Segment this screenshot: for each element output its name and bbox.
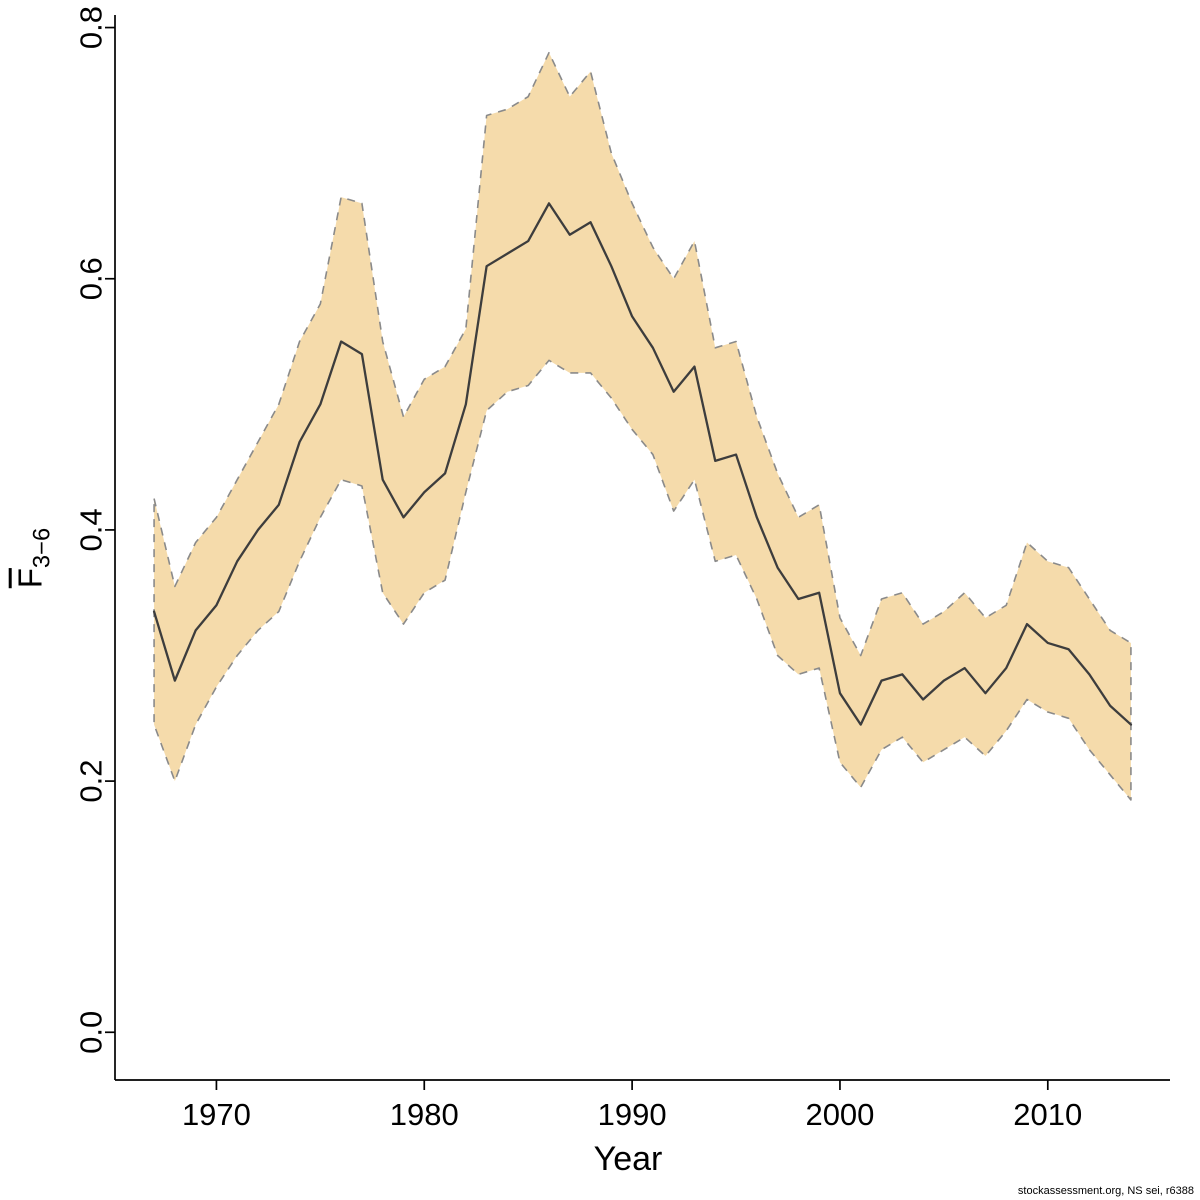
x-tick-label: 1990 [598, 1097, 667, 1132]
y-tick-label: 0.8 [74, 6, 109, 49]
y-axis-label: F3−6 [12, 528, 57, 588]
y-axis-label-subscript: 3−6 [28, 527, 56, 569]
y-tick-label: 0.4 [74, 508, 109, 551]
y-tick-label: 0.0 [74, 1011, 109, 1054]
x-tick-label: 1980 [390, 1097, 459, 1132]
x-tick-label: 2000 [805, 1097, 874, 1132]
x-tick-label: 1970 [182, 1097, 251, 1132]
mean-f-line [152, 202, 1133, 726]
x-axis-label: Year [593, 1140, 663, 1178]
x-tick-label: 2010 [1013, 1097, 1082, 1132]
y-axis-label-symbol: F [11, 568, 49, 589]
confidence-band [153, 51, 1132, 801]
y-tick-label: 0.2 [74, 760, 109, 803]
y-tick-label: 0.6 [74, 257, 109, 300]
source-caption: stockassessment.org, NS sei, r6388 [1017, 1185, 1194, 1197]
